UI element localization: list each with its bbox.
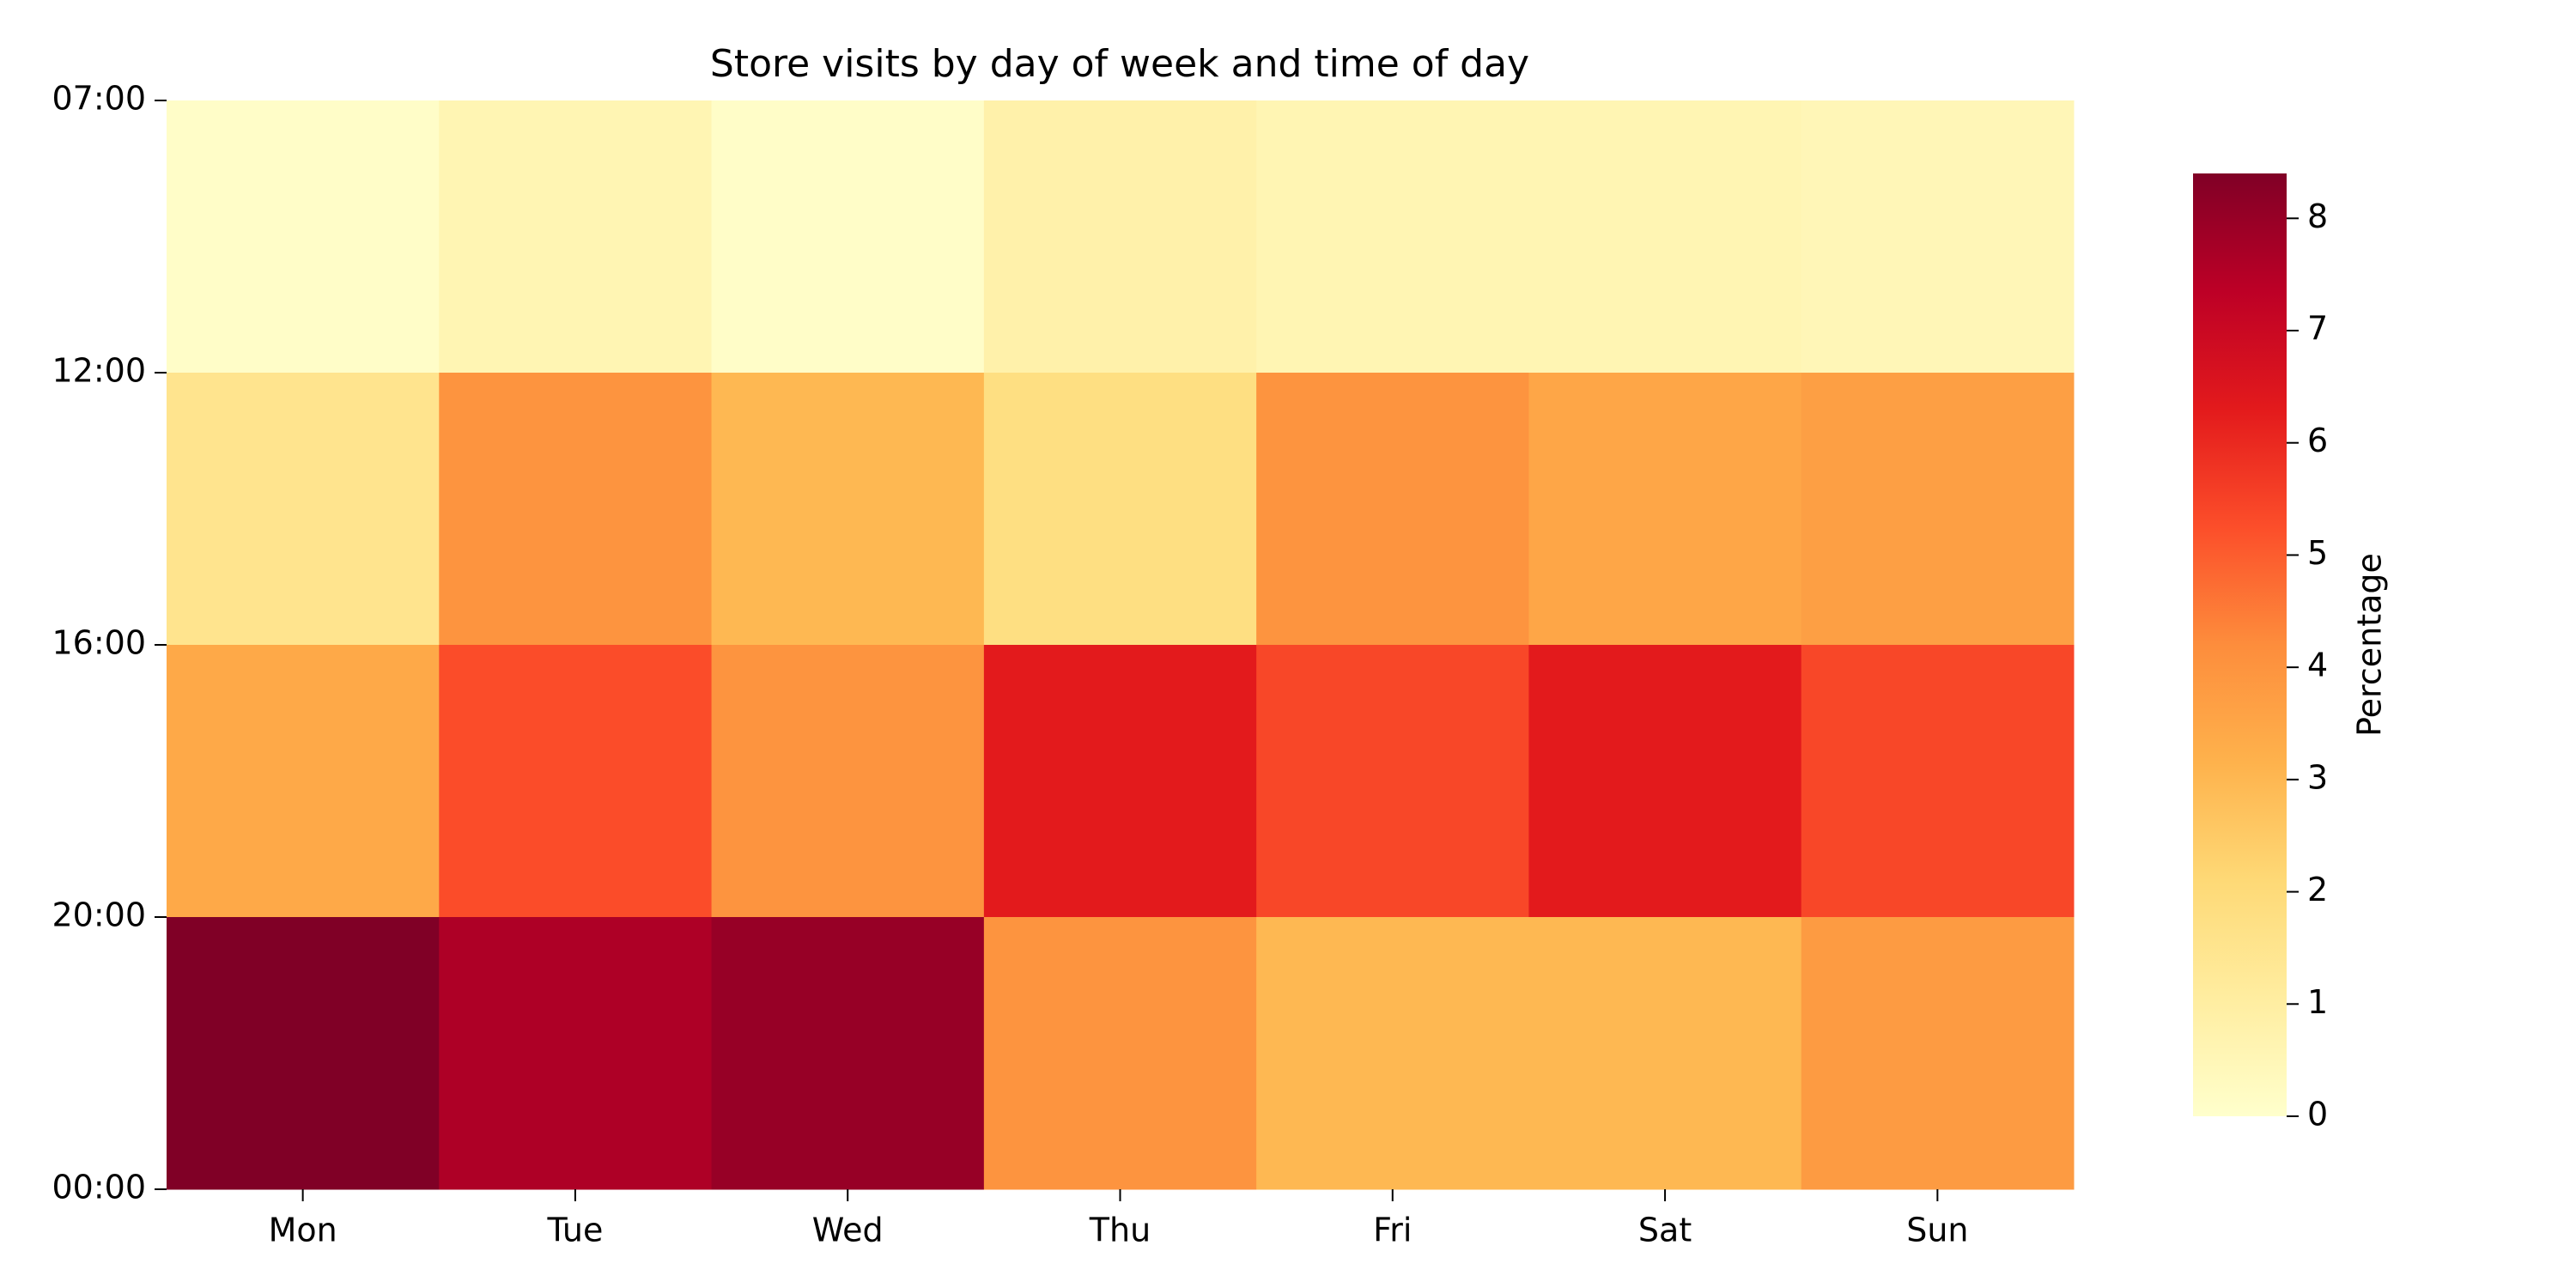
heatmap-cell xyxy=(167,373,440,646)
heatmap-cell xyxy=(1528,373,1802,646)
colorbar-tick-label: 0 xyxy=(2307,1096,2328,1133)
heatmap-cell xyxy=(983,917,1257,1190)
colorbar-tick-label: 4 xyxy=(2307,647,2328,684)
colorbar-tick-label: 3 xyxy=(2307,758,2328,796)
y-tick-label: 07:00 xyxy=(52,80,146,118)
y-tick-label: 12:00 xyxy=(52,352,146,390)
heatmap-cell xyxy=(1801,917,2075,1190)
y-tick-label: 00:00 xyxy=(52,1169,146,1206)
heatmap-cell xyxy=(1801,645,2075,918)
heatmap-cell xyxy=(983,645,1257,918)
colorbar-tick-label: 1 xyxy=(2307,983,2328,1021)
colorbar-tick-label: 6 xyxy=(2307,422,2328,459)
heatmap-cell xyxy=(439,645,713,918)
heatmap-cell xyxy=(1528,917,1802,1190)
heatmap-cell xyxy=(439,100,713,374)
heatmap-cell xyxy=(1528,100,1802,374)
heatmap-cell xyxy=(711,100,985,374)
heatmap-cell xyxy=(983,373,1257,646)
y-tick-label: 20:00 xyxy=(52,896,146,934)
x-tick-label: Thu xyxy=(1089,1212,1151,1249)
heatmap-cell xyxy=(1256,645,1529,918)
colorbar-tick-label: 7 xyxy=(2307,310,2328,348)
heatmap-cell xyxy=(1801,100,2075,374)
x-tick-label: Fri xyxy=(1373,1212,1412,1249)
heatmap-cell xyxy=(711,373,985,646)
heatmap-cell xyxy=(711,917,985,1190)
x-tick-label: Tue xyxy=(546,1212,603,1249)
heatmap-cell xyxy=(439,373,713,646)
chart-title: Store visits by day of week and time of … xyxy=(710,42,1529,86)
heatmap-cell xyxy=(983,100,1257,374)
colorbar-tick-label: 2 xyxy=(2307,871,2328,908)
heatmap-cell xyxy=(167,100,440,374)
colorbar-tick-label: 8 xyxy=(2307,197,2328,235)
colorbar-label: Percentage xyxy=(2351,553,2389,737)
heatmap-cell xyxy=(1256,100,1529,374)
heatmap-cell xyxy=(167,917,440,1190)
x-tick-label: Wed xyxy=(812,1212,884,1249)
heatmap-cell xyxy=(1256,373,1529,646)
x-tick-label: Sat xyxy=(1638,1212,1692,1249)
heatmap-cell xyxy=(1801,373,2075,646)
heatmap-cell xyxy=(167,645,440,918)
heatmap-cell xyxy=(711,645,985,918)
colorbar xyxy=(2193,173,2287,1116)
heatmap-cell xyxy=(1528,645,1802,918)
heatmap-cell xyxy=(439,917,713,1190)
colorbar-tick-label: 5 xyxy=(2307,534,2328,572)
heatmap-cell xyxy=(1256,917,1529,1190)
y-tick-label: 16:00 xyxy=(52,624,146,662)
x-tick-label: Sun xyxy=(1906,1212,1968,1249)
x-tick-label: Mon xyxy=(269,1212,337,1249)
